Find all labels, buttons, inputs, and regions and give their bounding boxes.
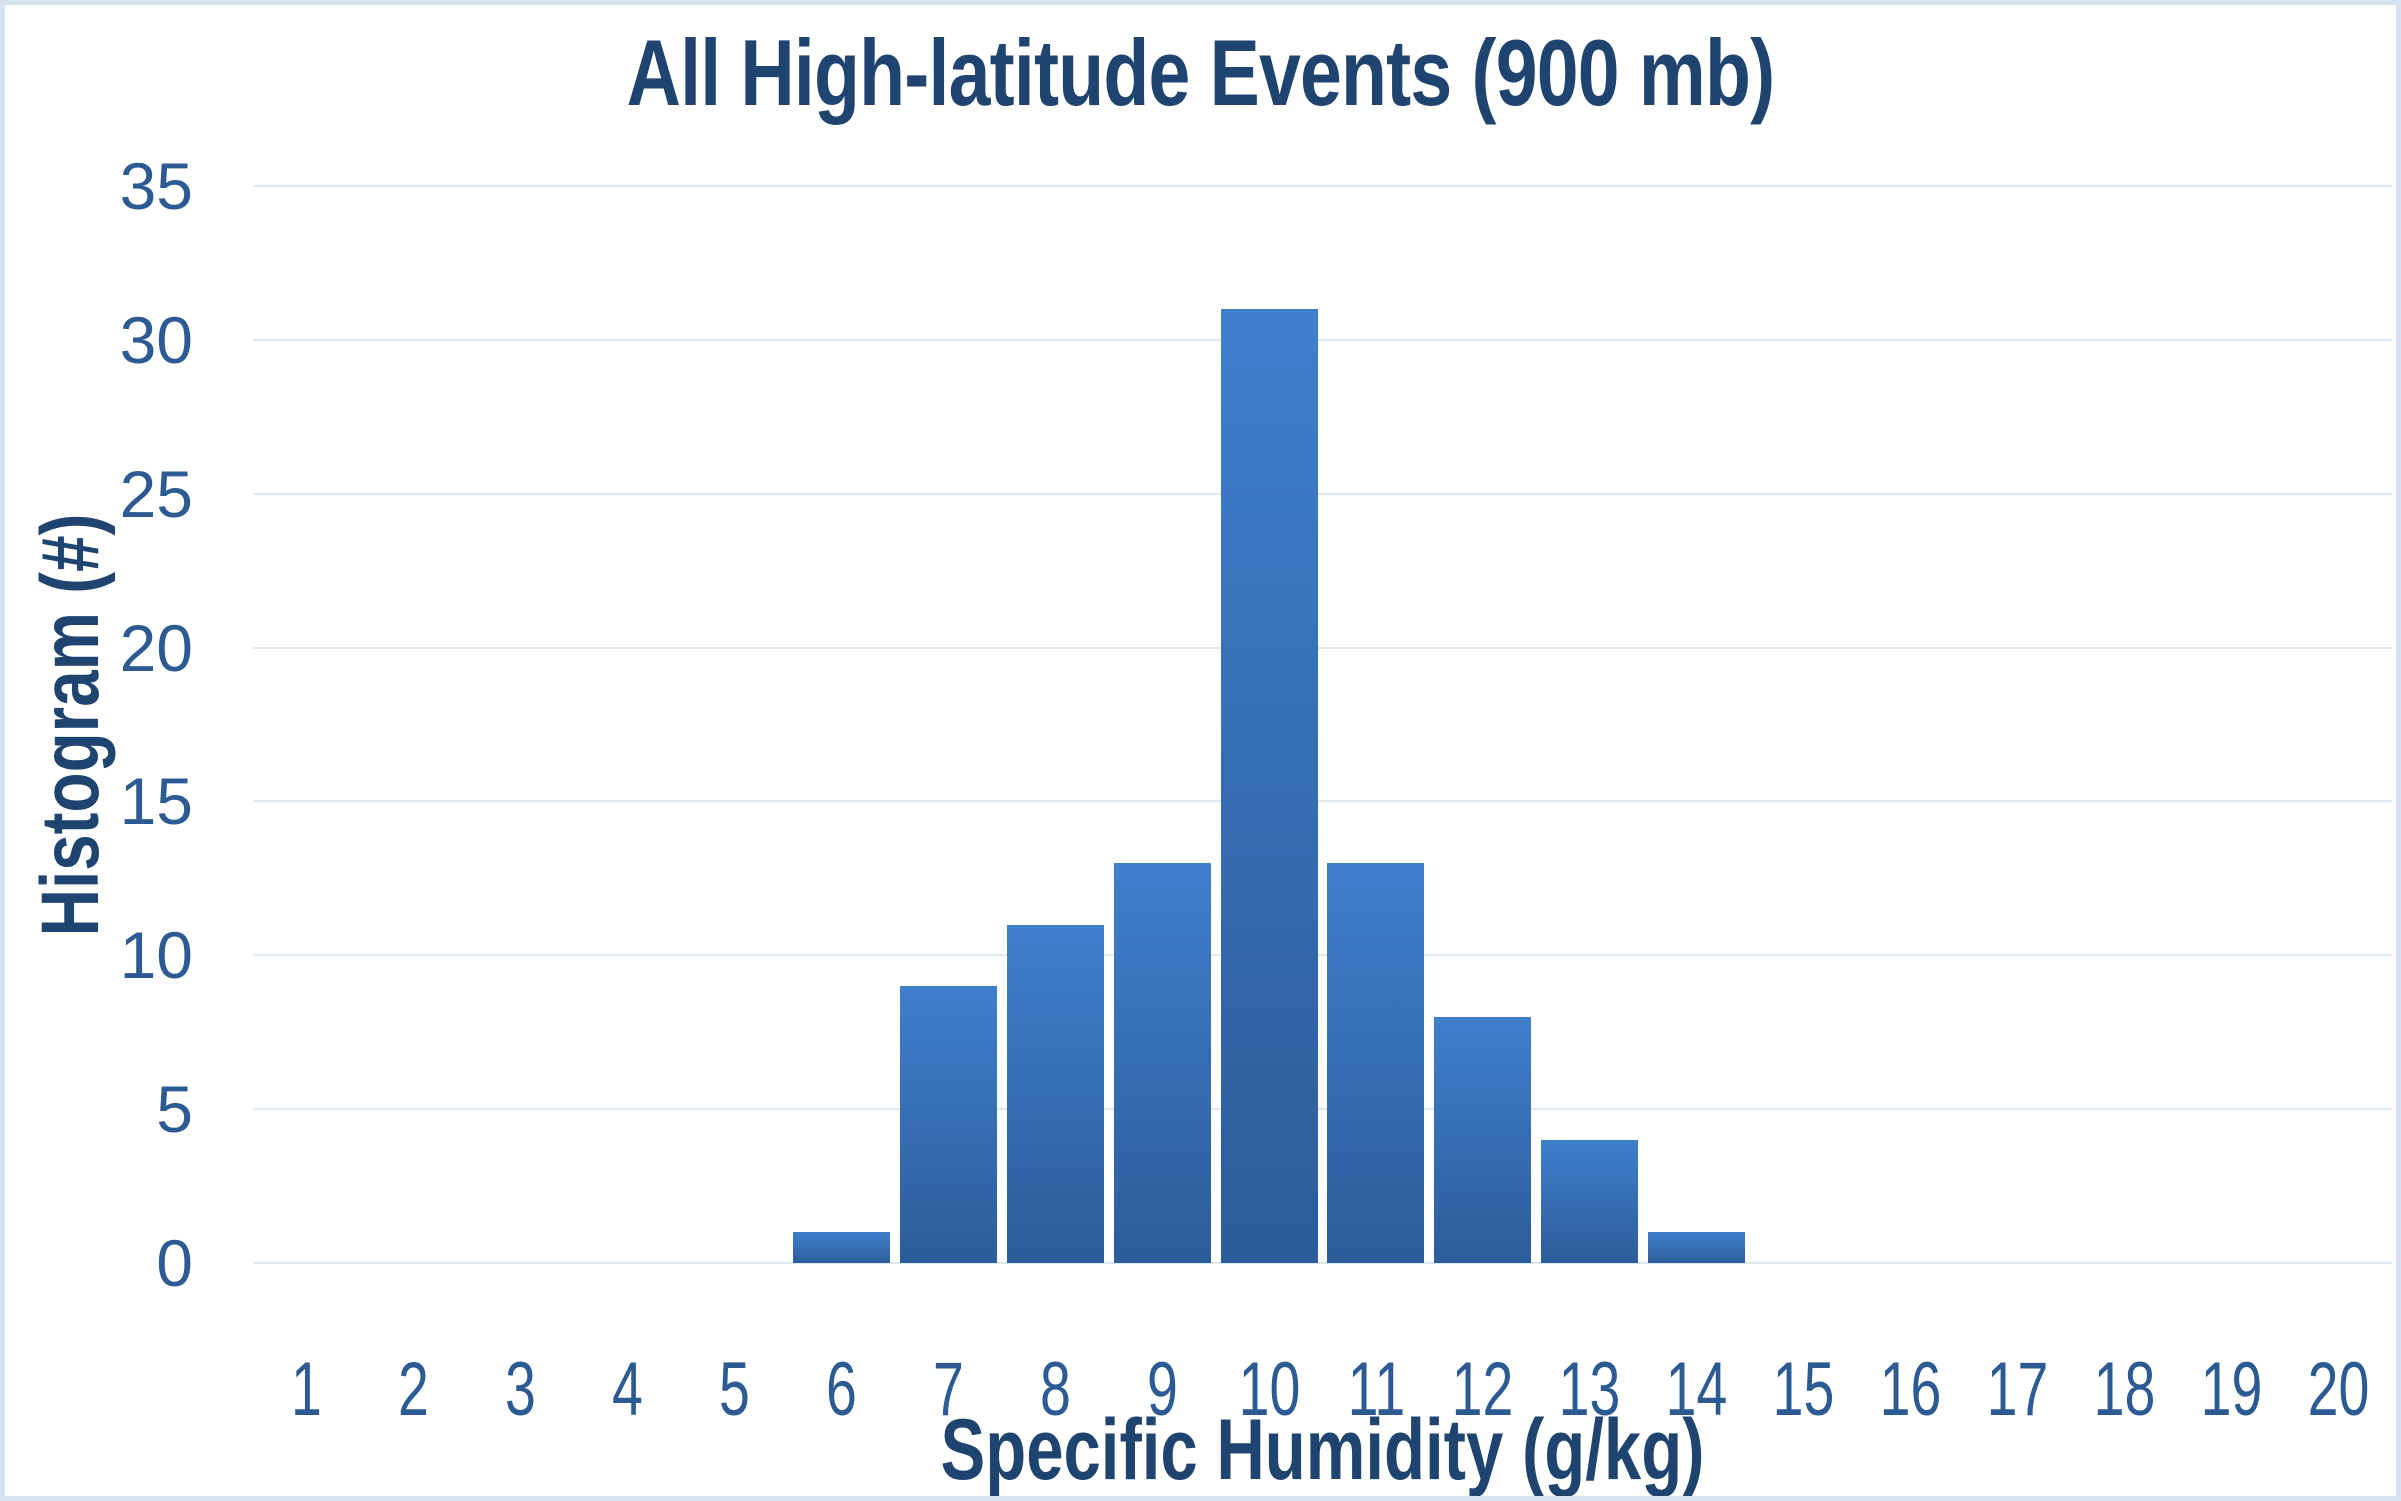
x-tick-label-4: 4 <box>611 1347 643 1432</box>
x-tick-label-9: 9 <box>1146 1347 1178 1432</box>
x-tick-label-17: 17 <box>1986 1347 2049 1432</box>
x-tick-label-1: 1 <box>291 1347 322 1432</box>
gridline-y-15 <box>253 800 2392 803</box>
x-tick-label-12: 12 <box>1452 1347 1514 1432</box>
bar-6 <box>792 1232 890 1263</box>
y-axis-title-text: Histogram (#) <box>25 513 116 937</box>
bar-12 <box>1434 1016 1532 1263</box>
bar-11 <box>1327 862 1425 1263</box>
y-tick-label-35: 35 <box>119 149 193 223</box>
x-axis-title: Specific Humidity (g/kg) <box>940 1402 1705 1498</box>
y-tick-label-20: 20 <box>119 610 193 685</box>
x-tick-label-7: 7 <box>932 1347 964 1432</box>
gridline-y-0 <box>253 1262 2392 1264</box>
bar-9 <box>1113 862 1211 1263</box>
y-tick-label-0: 0 <box>156 1226 193 1300</box>
bar-14 <box>1648 1232 1746 1263</box>
y-tick-label-5: 5 <box>156 1072 193 1147</box>
x-tick-label-15: 15 <box>1772 1347 1835 1432</box>
y-tick-label-25: 25 <box>119 456 193 531</box>
x-tick-label-8: 8 <box>1039 1347 1071 1432</box>
x-tick-label-2: 2 <box>397 1347 429 1432</box>
x-tick-label-6: 6 <box>825 1347 857 1432</box>
x-tick-label-10: 10 <box>1238 1347 1300 1432</box>
bar-13 <box>1541 1139 1639 1263</box>
x-axis-ticks: 1 2 3 4 5 6 7 8 9 10 11 12 13 14 15 16 17 18 19 20 <box>253 1335 2392 1445</box>
x-tick-label-13: 13 <box>1559 1347 1621 1432</box>
x-tick-label-19: 19 <box>2200 1347 2263 1432</box>
bar-7 <box>899 986 997 1263</box>
x-tick-label-5: 5 <box>718 1347 750 1432</box>
x-tick-label-14: 14 <box>1666 1347 1728 1432</box>
x-tick-label-16: 16 <box>1879 1347 1942 1432</box>
x-tick-label-18: 18 <box>2093 1347 2156 1432</box>
y-tick-label-30: 30 <box>119 302 193 377</box>
gridline-y-30 <box>253 338 2392 341</box>
gridline-y-25 <box>253 492 2392 495</box>
bar-10 <box>1220 309 1318 1263</box>
gridline-y-20 <box>253 646 2392 649</box>
x-tick-label-20: 20 <box>2307 1347 2370 1432</box>
x-tick-label-11: 11 <box>1347 1347 1405 1432</box>
x-tick-label-3: 3 <box>504 1347 536 1432</box>
y-tick-label-10: 10 <box>119 918 193 993</box>
gridline-y-5 <box>253 1108 2392 1111</box>
chart-title: All High-latitude Events (900 mb) <box>626 20 1776 125</box>
gridline-y-10 <box>253 954 2392 957</box>
y-tick-label-15: 15 <box>119 764 193 839</box>
plot-area <box>253 185 2392 1264</box>
gridline-y-35 <box>253 185 2392 187</box>
bar-8 <box>1006 924 1104 1263</box>
